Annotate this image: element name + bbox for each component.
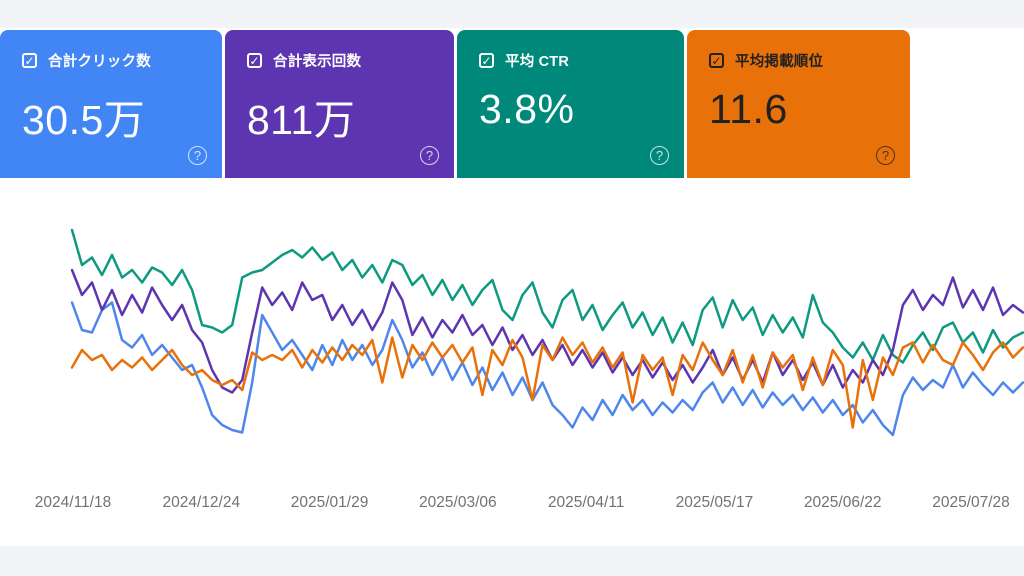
- card-label: 合計表示回数: [273, 54, 362, 70]
- card-label: 合計クリック数: [48, 54, 151, 70]
- metric-card-clicks[interactable]: ✓ 合計クリック数 30.5万 ?: [0, 30, 222, 178]
- metric-cards-row: ✓ 合計クリック数 30.5万 ? ✓ 合計表示回数 811万 ? ✓ 平均 C…: [0, 30, 910, 178]
- x-axis-label: 2025/04/11: [547, 494, 625, 511]
- card-value: 811万: [247, 97, 356, 143]
- card-header: ✓ 合計クリック数: [22, 50, 206, 71]
- series-line-position: [70, 336, 1024, 429]
- card-label: 平均 CTR: [505, 54, 570, 70]
- x-axis-label: 2025/05/17: [675, 494, 754, 511]
- series-line-impressions: [70, 268, 1024, 394]
- metric-card-position[interactable]: ✓ 平均掲載順位 11.6 ?: [687, 30, 910, 178]
- performance-chart-svg: [70, 228, 1024, 437]
- checkbox-checked-icon[interactable]: ✓: [479, 53, 494, 68]
- card-label: 平均掲載順位: [735, 54, 824, 70]
- card-header: ✓ 合計表示回数: [247, 50, 438, 71]
- metric-card-impressions[interactable]: ✓ 合計表示回数 811万 ?: [225, 30, 454, 178]
- check-icon: ✓: [24, 53, 35, 68]
- series-line-ctr: [70, 228, 1024, 364]
- checkbox-checked-icon[interactable]: ✓: [22, 53, 37, 68]
- series-line-clicks: [70, 301, 1024, 437]
- help-icon[interactable]: ?: [188, 146, 207, 165]
- help-icon[interactable]: ?: [876, 146, 895, 165]
- x-axis-labels: 2024/11/18 2024/12/24 2025/01/29 2025/03/06…: [0, 494, 1024, 516]
- check-icon: ✓: [481, 53, 492, 68]
- check-icon: ✓: [249, 53, 260, 68]
- card-header: ✓ 平均掲載順位: [709, 50, 894, 71]
- x-axis-label: 2024/12/24: [162, 494, 241, 511]
- x-axis-label: 2025/01/29: [290, 494, 369, 511]
- metric-card-ctr[interactable]: ✓ 平均 CTR 3.8% ?: [457, 30, 684, 178]
- checkbox-checked-icon[interactable]: ✓: [709, 53, 724, 68]
- top-strip: [0, 0, 1024, 28]
- card-value: 3.8%: [479, 86, 575, 132]
- performance-chart: [0, 190, 1024, 520]
- help-icon[interactable]: ?: [420, 146, 439, 165]
- x-axis-label: 2025/07/28: [932, 494, 1010, 511]
- x-axis-label: 2025/06/22: [803, 494, 882, 511]
- card-value: 11.6: [709, 86, 788, 132]
- help-icon[interactable]: ?: [650, 146, 669, 165]
- checkbox-checked-icon[interactable]: ✓: [247, 53, 262, 68]
- bottom-strip: [0, 546, 1024, 576]
- x-axis-label: 2025/03/06: [419, 494, 497, 511]
- card-value: 30.5万: [22, 97, 146, 143]
- card-header: ✓ 平均 CTR: [479, 50, 668, 71]
- x-axis-label: 2024/11/18: [34, 494, 112, 511]
- check-icon: ✓: [711, 53, 722, 68]
